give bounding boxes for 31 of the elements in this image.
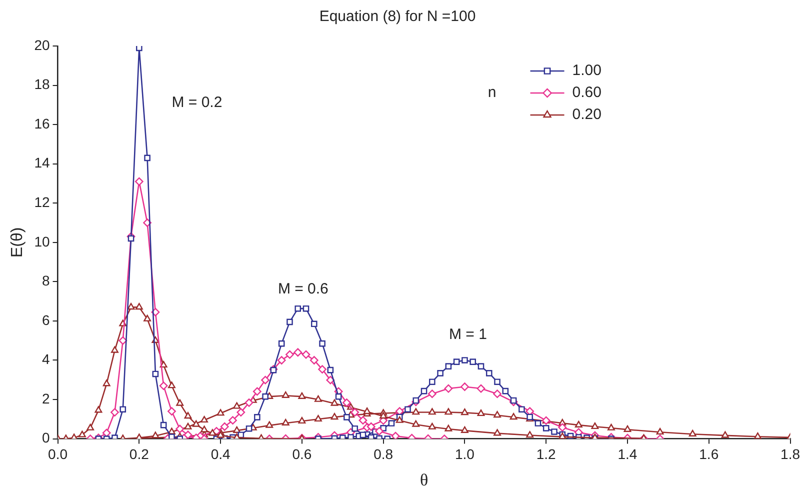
y-tick-label: 6 bbox=[42, 312, 50, 328]
y-tick-label: 14 bbox=[34, 154, 50, 171]
x-tick-label: 1.0 bbox=[454, 446, 475, 462]
y-tick-label: 2 bbox=[42, 390, 50, 406]
chart-title: Equation (8) for N =100 bbox=[319, 8, 476, 26]
x-tick-label: 0.0 bbox=[48, 446, 68, 462]
x-axis-title: θ bbox=[420, 470, 428, 490]
legend-label: 1.00 bbox=[572, 62, 602, 80]
annotation: M = 1 bbox=[449, 326, 487, 343]
legend-label: 0.60 bbox=[572, 84, 602, 102]
y-tick-label: 10 bbox=[34, 233, 50, 250]
legend-label: 0.20 bbox=[572, 106, 602, 124]
y-tick-label: 18 bbox=[34, 76, 50, 92]
x-tick-label: 0.2 bbox=[129, 446, 150, 462]
y-tick-label: 0 bbox=[42, 430, 50, 446]
y-tick-label: 20 bbox=[34, 36, 50, 53]
x-tick-label: 1.2 bbox=[536, 446, 556, 462]
annotation: M = 0.2 bbox=[172, 94, 222, 112]
legend-title: n bbox=[488, 84, 496, 102]
y-tick-label: 4 bbox=[42, 351, 50, 368]
y-tick-label: 8 bbox=[42, 272, 50, 289]
x-tick-label: 1.6 bbox=[699, 446, 719, 462]
x-tick-label: 0.8 bbox=[374, 446, 394, 462]
x-tick-label: 1.4 bbox=[618, 446, 638, 462]
y-tick-label: 16 bbox=[34, 115, 50, 132]
y-tick-label: 12 bbox=[34, 194, 50, 210]
x-tick-label: 0.6 bbox=[292, 446, 312, 462]
y-axis-title: E(θ) bbox=[9, 227, 26, 258]
annotation: M = 0.6 bbox=[278, 280, 328, 298]
x-tick-label: 0.4 bbox=[210, 446, 230, 462]
x-tick-label: 1.8 bbox=[780, 446, 800, 462]
